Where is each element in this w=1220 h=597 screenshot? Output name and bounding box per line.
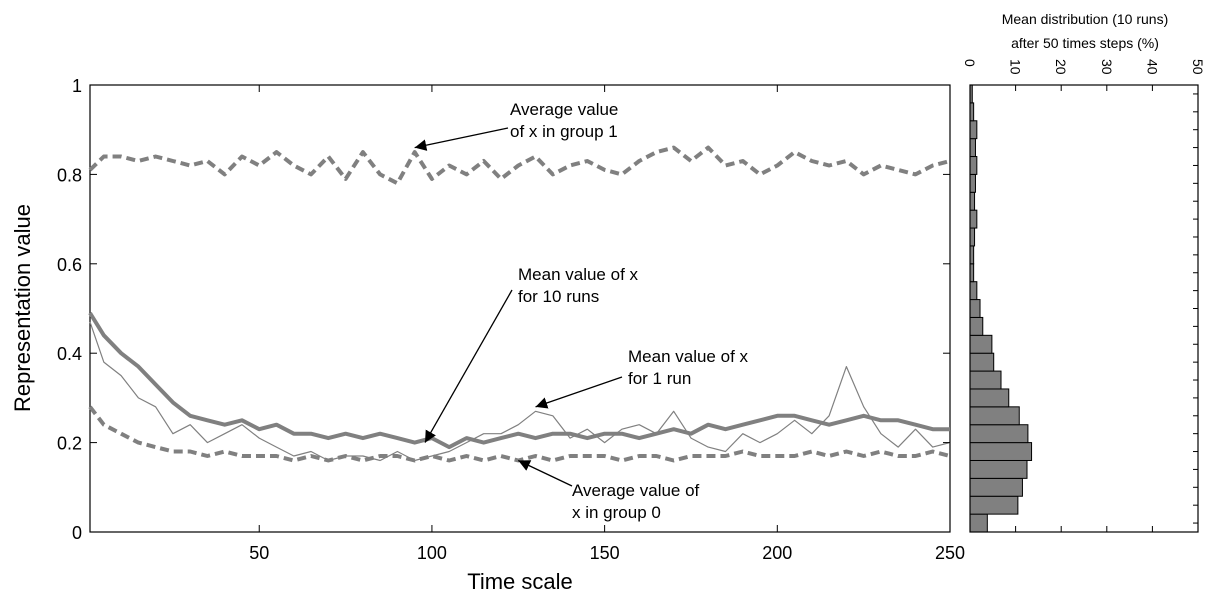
- histogram-tick-label: 50: [1190, 59, 1206, 75]
- y-tick-label: 0.6: [57, 255, 82, 275]
- annotation-2: Mean value of x for 10 runs: [424, 265, 639, 443]
- x-tick-label: 50: [249, 543, 269, 563]
- histogram-bar: [969, 442, 1033, 461]
- x-tick-label: 250: [935, 543, 965, 563]
- histogram-bar: [969, 191, 976, 211]
- histogram-tick-label: 0: [962, 59, 978, 67]
- annotation-text: of x in group 1: [510, 122, 618, 141]
- series-line-2: [88, 311, 950, 450]
- y-tick-label: 0: [72, 523, 82, 543]
- histogram-bar: [969, 477, 1023, 497]
- y-axis-label: Representation value: [10, 204, 35, 412]
- annotation-text: Mean value of x: [518, 265, 639, 284]
- histogram-bar: [969, 388, 1010, 408]
- histogram-bar: [969, 138, 976, 158]
- annotation-text: x in group 0: [572, 503, 661, 522]
- main-plot-frame: [89, 84, 951, 533]
- histogram-bar: [969, 424, 1029, 444]
- histogram-bar: [969, 209, 978, 229]
- histogram-bar: [969, 406, 1020, 426]
- annotation-layer: Average value of x in group 1 Mean value o…: [414, 100, 749, 522]
- histogram-ticks-layer: 0 10 20 30 40 50: [962, 59, 1206, 532]
- annotation-text: Average value: [510, 100, 618, 119]
- histogram-bar: [969, 227, 976, 247]
- histogram-bar: [969, 316, 984, 336]
- annotation-text: Mean value of x: [628, 347, 749, 366]
- histogram-bar: [969, 352, 995, 372]
- histogram-bar: [969, 513, 988, 533]
- histogram-bar: [969, 173, 976, 193]
- histogram-bar: [969, 459, 1028, 479]
- histogram-bar: [969, 120, 978, 140]
- annotation-arrow: [424, 289, 513, 443]
- annotation-arrow: [414, 127, 509, 151]
- annotation-text: for 1 run: [628, 369, 691, 388]
- histogram-tick-label: 40: [1144, 59, 1160, 75]
- x-tick-label: 100: [417, 543, 447, 563]
- annotation-1: Average value of x in group 1: [414, 100, 618, 151]
- main-chart: 50 100 150 200 250 0 0.2 0.4 0.6 0.8 1 Average val…: [10, 76, 965, 594]
- y-tick-label: 1: [72, 76, 82, 96]
- histogram-tick-label: 30: [1099, 59, 1115, 75]
- histogram-title-line-1: Mean distribution (10 runs): [1002, 11, 1169, 27]
- y-tick-label: 0.2: [57, 434, 82, 454]
- annotation-4: Average value of x in group 0: [517, 459, 700, 522]
- histogram-bar: [969, 334, 993, 354]
- series-line-1: [88, 145, 951, 186]
- x-tick-label: 200: [762, 543, 792, 563]
- annotation-text: Average value of: [572, 481, 700, 500]
- y-tick-label: 0.4: [57, 344, 82, 364]
- histogram-bars-layer: [969, 84, 1033, 533]
- y-tick-label: 0.8: [57, 165, 82, 185]
- histogram-title-line-2: after 50 times steps (%): [1011, 35, 1159, 51]
- histogram-bar: [969, 299, 981, 318]
- annotation-3: Mean value of x for 1 run: [535, 347, 749, 409]
- annotation-text: for 10 runs: [518, 287, 599, 306]
- histogram-bar: [969, 495, 1019, 515]
- x-axis-label: Time scale: [467, 569, 573, 594]
- annotation-arrow: [517, 459, 573, 487]
- side-histogram: 0 10 20 30 40 50 Mean distribution (10 runs) …: [962, 11, 1206, 533]
- histogram-tick-label: 20: [1053, 59, 1069, 75]
- annotation-arrow: [535, 376, 623, 409]
- histogram-bar: [969, 281, 978, 301]
- main-ticks-layer: 50 100 150 200 250 0 0.2 0.4 0.6 0.8 1: [57, 76, 965, 563]
- histogram-bar: [969, 156, 978, 175]
- histogram-bar: [969, 370, 1002, 390]
- series-line-3: [89, 321, 951, 462]
- histogram-tick-label: 10: [1008, 59, 1024, 75]
- x-tick-label: 150: [590, 543, 620, 563]
